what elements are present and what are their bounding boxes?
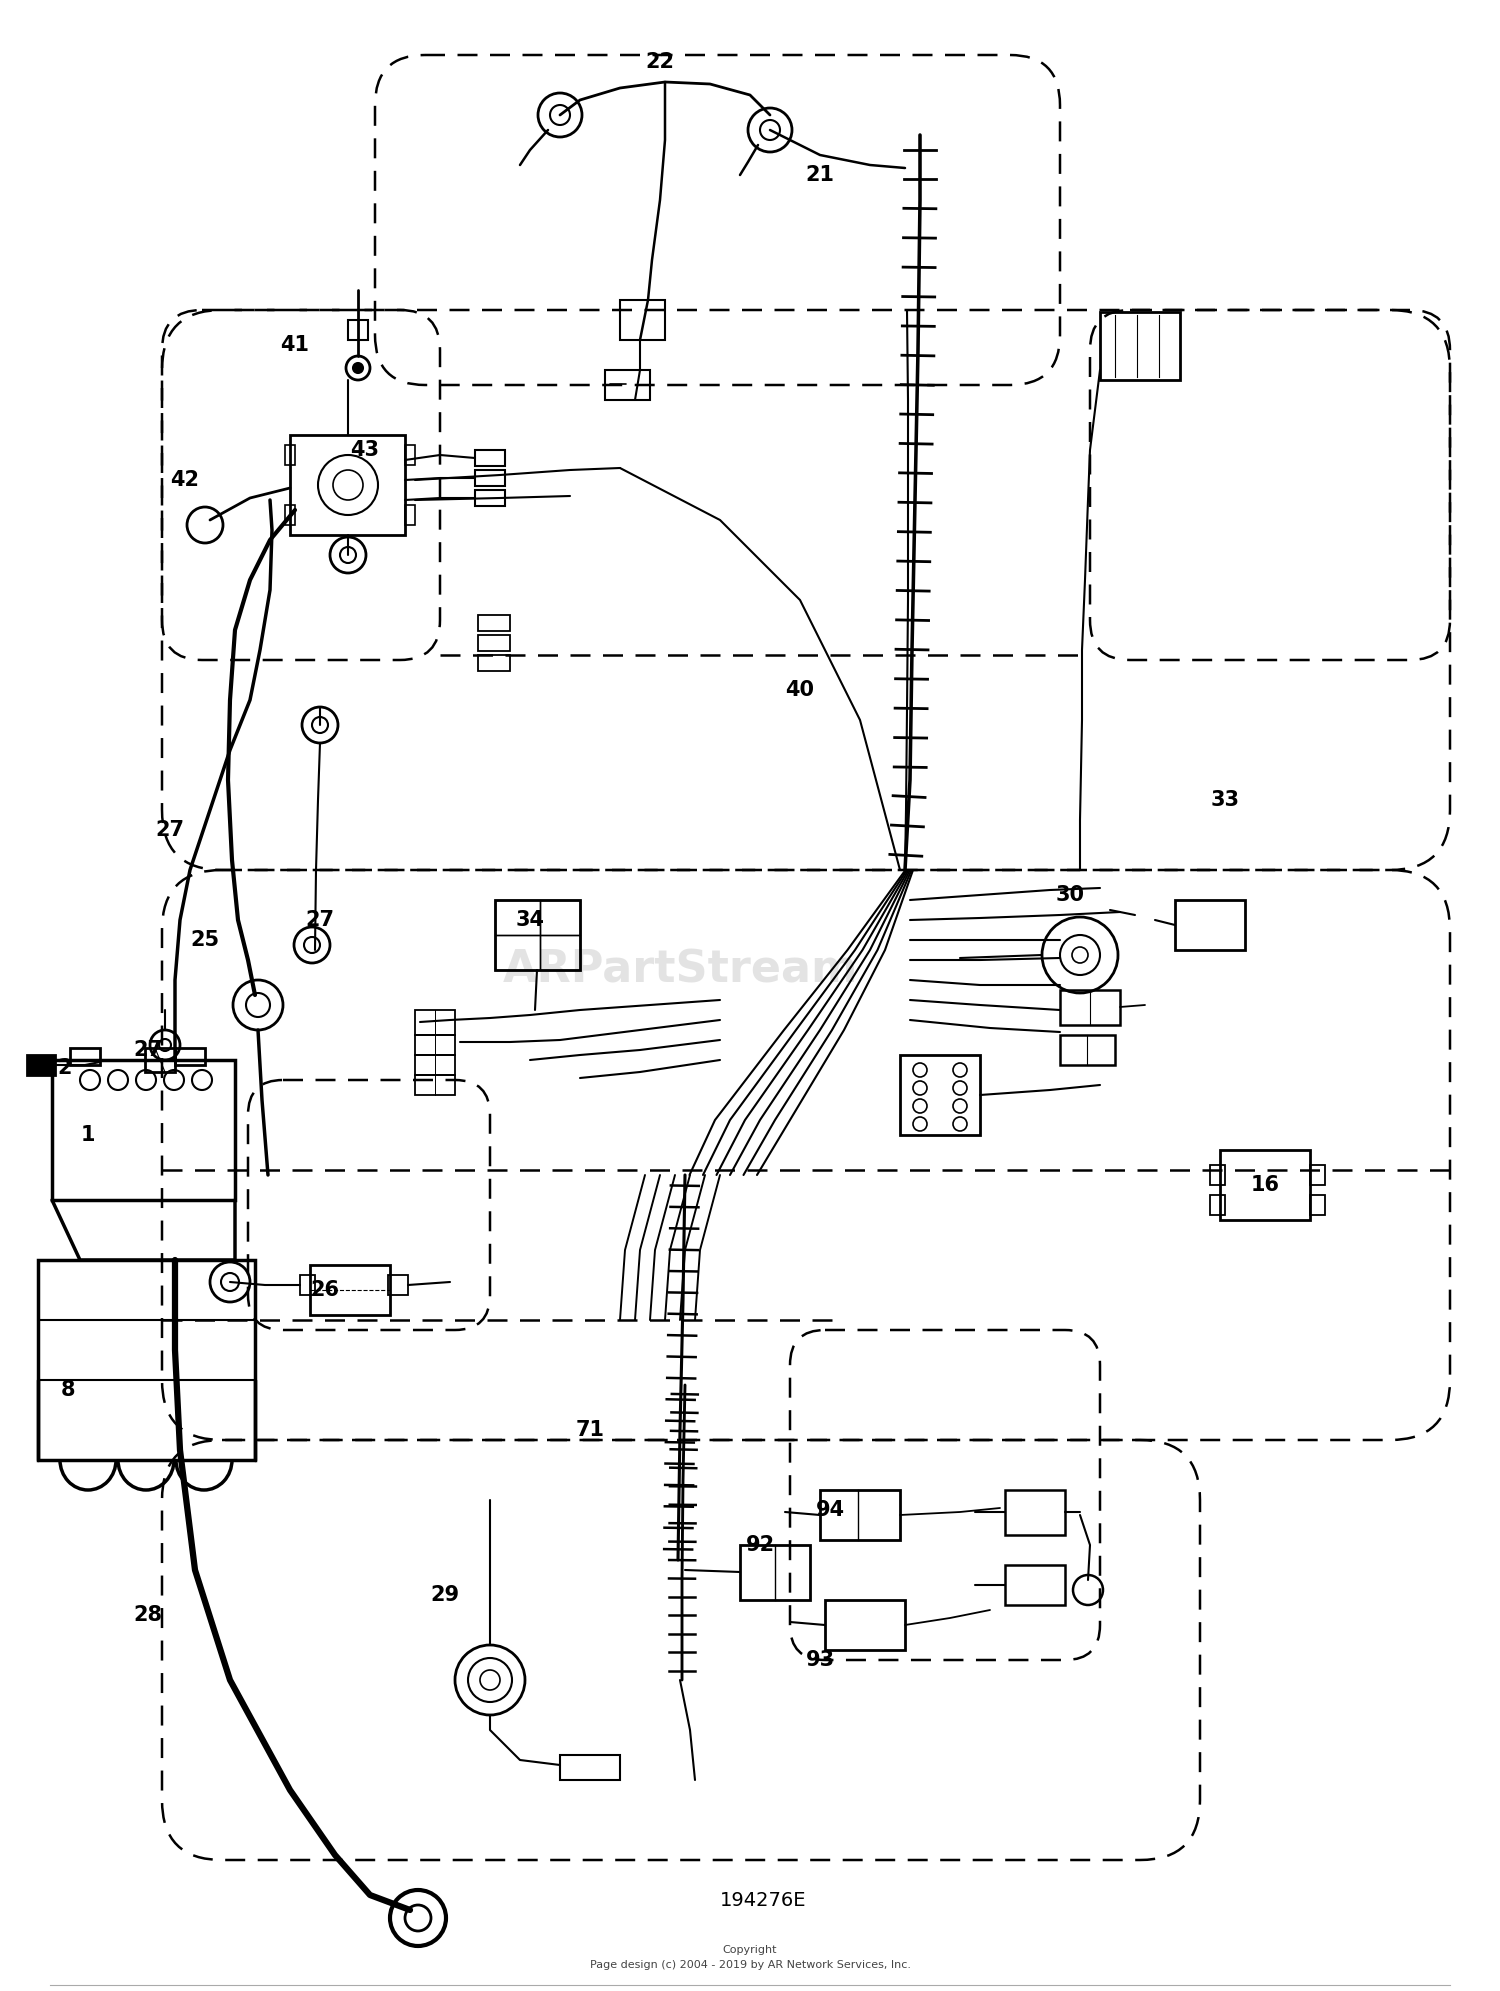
Bar — [388, 1274, 408, 1294]
Bar — [1310, 1165, 1324, 1185]
Text: 22: 22 — [645, 52, 675, 72]
Bar — [285, 446, 296, 466]
Bar — [416, 1035, 454, 1055]
Bar — [1220, 1151, 1310, 1220]
Text: 94: 94 — [816, 1499, 844, 1519]
Text: 42: 42 — [171, 470, 200, 490]
Bar — [1174, 900, 1245, 950]
Bar — [1210, 1195, 1225, 1215]
Bar — [300, 1274, 315, 1294]
Text: 40: 40 — [786, 681, 814, 701]
Bar — [38, 1260, 255, 1459]
Bar — [1005, 1489, 1065, 1535]
Bar — [53, 1059, 236, 1201]
Bar — [285, 506, 296, 526]
Text: 194276E: 194276E — [720, 1891, 807, 1909]
Bar — [476, 450, 506, 466]
Bar — [176, 1047, 206, 1065]
Text: 27: 27 — [134, 1039, 162, 1059]
Bar — [476, 490, 506, 506]
Bar — [495, 900, 580, 970]
Text: 27: 27 — [306, 910, 334, 930]
Bar — [540, 900, 580, 936]
Text: 29: 29 — [430, 1585, 459, 1605]
Text: 21: 21 — [806, 165, 834, 185]
Bar — [310, 1264, 390, 1314]
Bar — [146, 1047, 176, 1071]
Bar — [540, 936, 580, 970]
Bar — [821, 1489, 900, 1539]
Bar — [1060, 990, 1120, 1025]
Bar — [1005, 1565, 1065, 1605]
Bar — [416, 1055, 454, 1075]
Bar — [1100, 313, 1180, 380]
Text: 43: 43 — [351, 440, 380, 460]
Bar — [290, 434, 405, 536]
Text: 34: 34 — [516, 910, 544, 930]
Text: 33: 33 — [1210, 790, 1239, 810]
Text: 27: 27 — [156, 820, 184, 840]
Bar — [405, 446, 416, 466]
Bar — [476, 470, 506, 486]
Text: 30: 30 — [1056, 886, 1084, 906]
Text: 92: 92 — [746, 1535, 774, 1555]
Bar — [560, 1754, 620, 1780]
Bar — [495, 936, 540, 970]
Bar — [620, 301, 664, 340]
Bar — [604, 370, 650, 400]
Text: Copyright: Copyright — [723, 1945, 777, 1955]
Bar — [495, 900, 540, 936]
Text: 93: 93 — [806, 1651, 834, 1670]
Bar — [825, 1601, 904, 1651]
Text: Page design (c) 2004 - 2019 by AR Network Services, Inc.: Page design (c) 2004 - 2019 by AR Networ… — [590, 1959, 910, 1969]
Text: 2: 2 — [57, 1057, 72, 1077]
Text: 71: 71 — [576, 1420, 604, 1439]
Circle shape — [352, 362, 363, 372]
Bar — [416, 1075, 454, 1095]
Text: 16: 16 — [1251, 1175, 1280, 1195]
Text: 8: 8 — [60, 1380, 75, 1400]
Text: 25: 25 — [190, 930, 219, 950]
Bar — [478, 655, 510, 671]
Bar — [70, 1047, 100, 1065]
Bar — [27, 1055, 56, 1075]
Bar — [478, 635, 510, 651]
Bar — [1210, 1165, 1225, 1185]
Text: ARPartStream: ARPartStream — [503, 948, 858, 992]
Bar — [900, 1055, 980, 1135]
Bar — [416, 1009, 454, 1035]
Bar — [405, 506, 416, 526]
Bar — [348, 321, 368, 340]
Text: 28: 28 — [134, 1605, 162, 1625]
Bar — [1310, 1195, 1324, 1215]
Bar — [478, 615, 510, 631]
Bar — [1060, 1035, 1114, 1065]
Text: 1: 1 — [81, 1125, 96, 1145]
Text: 41: 41 — [280, 334, 309, 354]
Bar — [740, 1545, 810, 1601]
Text: 26: 26 — [310, 1280, 339, 1300]
